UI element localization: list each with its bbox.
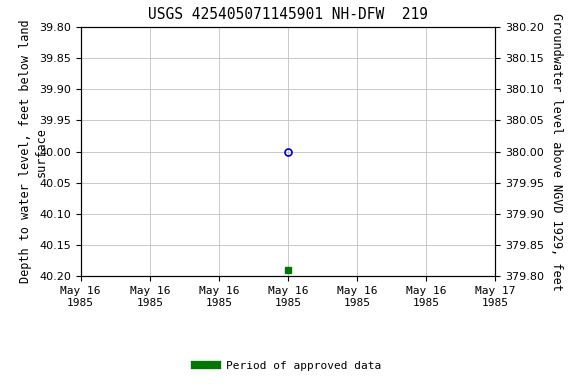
Y-axis label: Depth to water level, feet below land
surface: Depth to water level, feet below land su… (20, 20, 47, 283)
Title: USGS 425405071145901 NH-DFW  219: USGS 425405071145901 NH-DFW 219 (148, 7, 428, 22)
Y-axis label: Groundwater level above NGVD 1929, feet: Groundwater level above NGVD 1929, feet (550, 13, 563, 291)
Legend: Period of approved data: Period of approved data (191, 357, 385, 376)
